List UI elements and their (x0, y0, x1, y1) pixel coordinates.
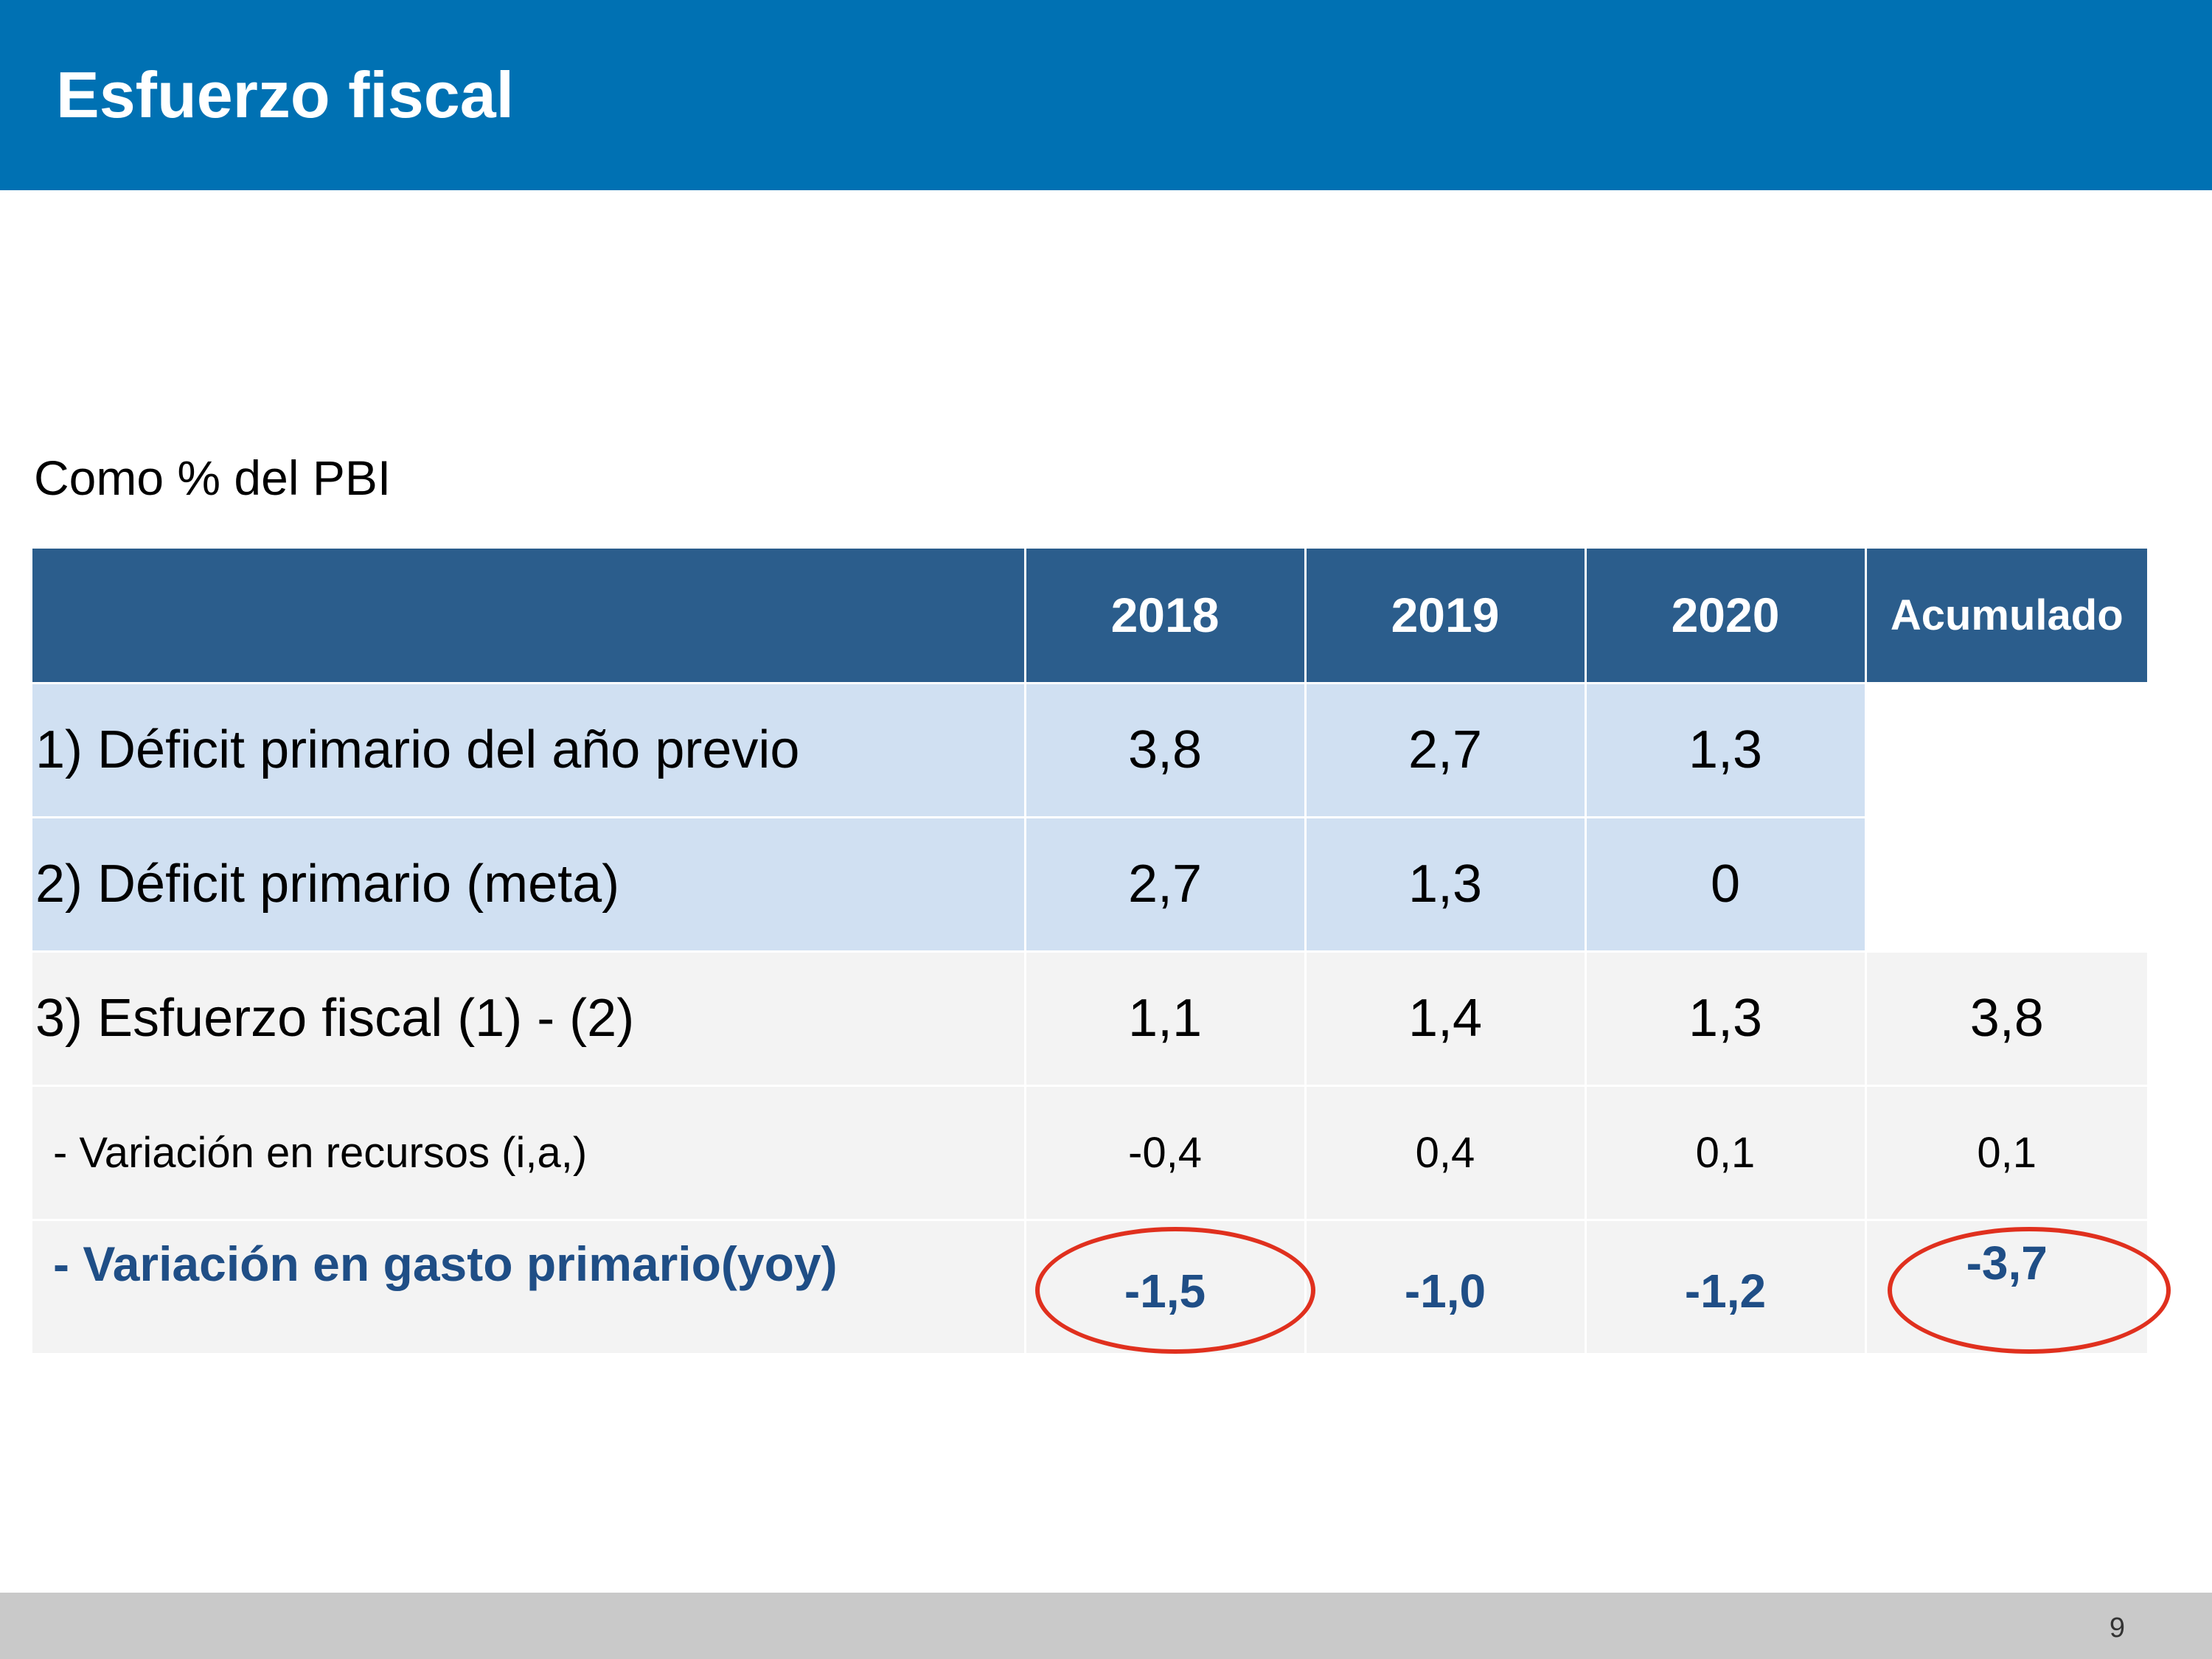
table-cell: 1,1 (1025, 951, 1307, 1087)
highlight-circle-2018 (1035, 1227, 1315, 1354)
table-cell: 1,3 (1305, 817, 1587, 953)
table-cell: 3,8 (1865, 951, 2147, 1087)
table-row: 3) Esfuerzo fiscal (1) - (2) 1,1 1,4 1,3… (32, 951, 2147, 1087)
column-header-blank (32, 549, 1026, 684)
column-header-2020: 2020 (1585, 549, 1867, 684)
table-cell: 1,3 (1585, 683, 1867, 818)
column-header-2018: 2018 (1025, 549, 1307, 684)
table-caption: Como % del PBI (34, 451, 392, 505)
row-label: 3) Esfuerzo fiscal (1) - (2) (32, 951, 1026, 1087)
table-cell: 2,7 (1025, 817, 1307, 953)
table-row: 1) Déficit primario del año previo 3,8 2… (32, 683, 2147, 818)
row-label: - Variación en gasto primario(yoy) (32, 1220, 1026, 1355)
table-cell: 2,7 (1305, 683, 1587, 818)
column-header-2019: 2019 (1305, 549, 1587, 684)
header-band (0, 0, 2212, 190)
slide-title: Esfuerzo fiscal (56, 58, 515, 131)
table-cell: 1,4 (1305, 951, 1587, 1087)
table-cell: 0 (1585, 817, 1867, 953)
footer-band (0, 1593, 2212, 1659)
table-cell: 0,1 (1865, 1085, 2147, 1221)
page-number: 9 (2109, 1613, 2125, 1644)
table-row: - Variación en recursos (i,a,) -0,4 0,4 … (32, 1085, 2147, 1221)
row-label: - Variación en recursos (i,a,) (32, 1085, 1026, 1221)
highlight-circle-acumulado (1888, 1227, 2171, 1354)
table-cell: 3,8 (1025, 683, 1307, 818)
table-row: 2) Déficit primario (meta) 2,7 1,3 0 (32, 817, 2147, 953)
table-cell: 0,1 (1585, 1085, 1867, 1221)
table-header-row: 2018 2019 2020 Acumulado (32, 549, 2147, 684)
row-label: 1) Déficit primario del año previo (32, 683, 1026, 818)
table-cell: 0,4 (1305, 1085, 1587, 1221)
table-cell: -0,4 (1025, 1085, 1307, 1221)
table-cell: -1,2 (1585, 1220, 1867, 1355)
row-label: 2) Déficit primario (meta) (32, 817, 1026, 953)
table-cell: 1,3 (1585, 951, 1867, 1087)
table-cell-empty (1865, 817, 2147, 953)
table-cell: -1,0 (1305, 1220, 1587, 1355)
table-cell-empty (1865, 683, 2147, 818)
column-header-acumulado: Acumulado (1865, 549, 2147, 684)
fiscal-effort-table: 2018 2019 2020 Acumulado 1) Déficit prim… (32, 549, 2147, 1355)
